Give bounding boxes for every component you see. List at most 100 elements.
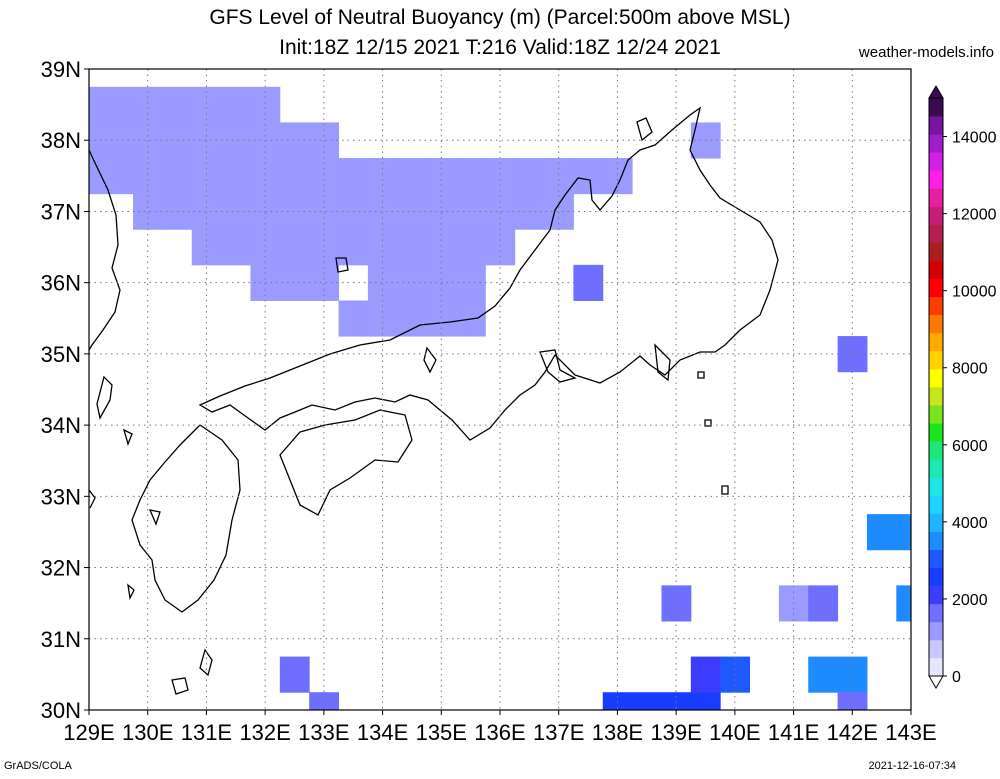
- colorbar-swatch: [929, 170, 943, 189]
- colorbar-swatch: [929, 278, 943, 298]
- lat-tick-label: 35N: [41, 342, 81, 367]
- korea-coastline: [89, 149, 121, 351]
- colorbar-swatch: [929, 585, 943, 605]
- field-cell: [191, 158, 222, 195]
- field-cell: [279, 264, 310, 301]
- lon-tick-label: 139E: [650, 720, 701, 745]
- colorbar-min-arrow: [928, 675, 944, 689]
- field-cell: [221, 193, 251, 230]
- lon-tick-label: 134E: [357, 720, 408, 745]
- field-cell: [191, 122, 222, 159]
- lat-tick-label: 32N: [41, 556, 81, 581]
- lat-tick-label: 31N: [41, 627, 81, 652]
- lon-tick-label: 130E: [122, 720, 173, 745]
- lon-tick-label: 135E: [416, 720, 467, 745]
- colorbar-swatch: [929, 206, 943, 225]
- colorbar-swatch: [929, 639, 943, 659]
- field-cell: [309, 692, 340, 710]
- colorbar-swatch: [929, 98, 943, 117]
- field-cell: [309, 158, 340, 195]
- field-cell: [602, 158, 633, 195]
- lon-tick-label: 140E: [709, 720, 760, 745]
- field-cell: [397, 193, 428, 230]
- field-cell: [514, 158, 545, 195]
- field-cell: [808, 656, 839, 693]
- field-cell: [837, 692, 868, 710]
- field-cell: [397, 300, 428, 337]
- field-cell: [162, 86, 193, 123]
- lon-tick-label: 136E: [474, 720, 525, 745]
- field-cell: [338, 229, 369, 266]
- field-cell: [250, 86, 281, 123]
- lon-tick-label: 138E: [592, 720, 643, 745]
- colorbar-swatch: [929, 116, 943, 135]
- field-cell: [89, 158, 105, 195]
- colorbar-swatch: [929, 657, 943, 677]
- field-cell: [103, 122, 134, 159]
- field-cell: [221, 229, 251, 266]
- chart-title: GFS Level of Neutral Buoyancy (m) (Parce…: [209, 6, 791, 29]
- field-cell: [250, 158, 281, 195]
- colorbar-swatch: [929, 387, 943, 406]
- field-cell: [455, 158, 486, 195]
- longitude-axis: 129E 130E 131E 132E 133E 134E 135E 136E 137E 138E…: [63, 710, 937, 745]
- field-cell: [896, 514, 911, 551]
- colorbar: 0 2000 4000 6000 8000 10000 12000 14000: [928, 85, 997, 689]
- lon-tick-label: 131E: [181, 720, 232, 745]
- colorbar-swatch: [929, 477, 943, 496]
- field-cell: [544, 158, 574, 195]
- colorbar-swatch: [929, 260, 943, 280]
- colorbar-swatch: [929, 152, 943, 171]
- field-cell: [866, 514, 897, 551]
- amakusa-islands: [148, 509, 161, 526]
- colorbar-tick-label: 6000: [952, 438, 988, 455]
- lon-tick-label: 143E: [885, 720, 936, 745]
- field-cell: [221, 86, 251, 123]
- colorbar-swatch: [929, 350, 943, 370]
- colorbar-swatch: [929, 423, 943, 442]
- field-cell: [103, 158, 134, 195]
- field-cell: [338, 158, 369, 195]
- colorbar-swatch: [929, 188, 943, 207]
- field-cell: [426, 158, 457, 195]
- colorbar-tick-label: 12000: [952, 207, 997, 224]
- field-cell: [602, 692, 633, 710]
- tsushima-island: [96, 375, 113, 420]
- lon-tick-label: 141E: [768, 720, 819, 745]
- colorbar-swatch: [929, 242, 943, 261]
- field-cell: [103, 86, 134, 123]
- colorbar-tick-label: 14000: [952, 130, 997, 147]
- field-cell: [338, 300, 369, 337]
- lon-tick-label: 137E: [533, 720, 584, 745]
- lat-tick-label: 30N: [41, 698, 81, 723]
- lon-tick-label: 142E: [827, 720, 878, 745]
- lon-tick-label: 129E: [63, 720, 114, 745]
- brand-label: weather-models.info: [858, 44, 994, 61]
- izu-island-2: [704, 419, 712, 427]
- field-cell: [808, 585, 839, 622]
- lon-tick-label: 132E: [239, 720, 290, 745]
- field-cell: [89, 86, 105, 123]
- yakushima-island: [171, 677, 189, 695]
- field-cell: [397, 264, 428, 301]
- field-cell: [279, 158, 310, 195]
- izu-island-1: [697, 371, 705, 379]
- jeju-coast: [89, 489, 96, 509]
- colorbar-swatch: [929, 134, 943, 153]
- field-cell: [455, 229, 486, 266]
- field-cell: [455, 264, 486, 301]
- latitude-axis: 30N 31N 32N 33N 34N 35N 36N 37N 38N 39N: [41, 57, 89, 723]
- field-cell: [485, 158, 516, 195]
- field-cell: [661, 692, 692, 710]
- field-cell: [397, 229, 428, 266]
- field-cell: [397, 158, 428, 195]
- field-cell: [279, 229, 310, 266]
- field-cell: [133, 158, 163, 195]
- colorbar-swatch: [929, 603, 943, 623]
- koshiki-islands: [127, 583, 135, 601]
- field-cell: [573, 264, 604, 301]
- colorbar-max-arrow: [928, 85, 944, 99]
- field-cell: [221, 122, 251, 159]
- field-cell: [632, 692, 662, 710]
- lon-tick-label: 133E: [298, 720, 349, 745]
